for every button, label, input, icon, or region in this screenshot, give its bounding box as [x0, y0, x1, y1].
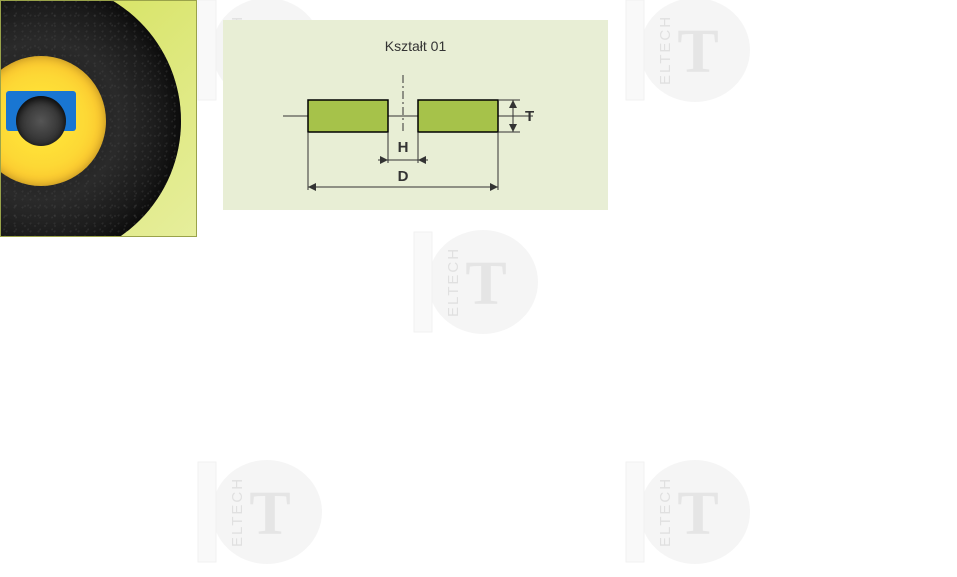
svg-text:ELTECH: ELTECH: [229, 477, 246, 547]
grinding-wheel: NORTON: [0, 0, 181, 237]
shape-cross-section: T H D: [273, 75, 573, 205]
svg-text:T: T: [677, 480, 718, 548]
watermark-2: T ELTECH: [620, 0, 760, 110]
shape-title: Kształt 01: [223, 38, 608, 54]
watermark-5: T ELTECH: [620, 452, 760, 572]
dim-label-D: D: [398, 168, 409, 185]
svg-text:T: T: [249, 480, 290, 548]
svg-text:ELTECH: ELTECH: [445, 247, 462, 317]
svg-text:ELTECH: ELTECH: [657, 15, 674, 85]
shape-diagram-panel: Kształt 01 T H D: [223, 20, 608, 210]
dim-label-H: H: [398, 139, 409, 156]
product-image: NORTON: [0, 0, 197, 237]
svg-text:T: T: [677, 18, 718, 86]
watermark-4: T ELTECH: [192, 452, 332, 572]
svg-text:ELTECH: ELTECH: [657, 477, 674, 547]
wheel-bore: [16, 96, 66, 146]
watermark-3: T ELTECH: [408, 222, 548, 342]
dim-label-T: T: [525, 108, 534, 125]
svg-text:T: T: [465, 250, 506, 318]
